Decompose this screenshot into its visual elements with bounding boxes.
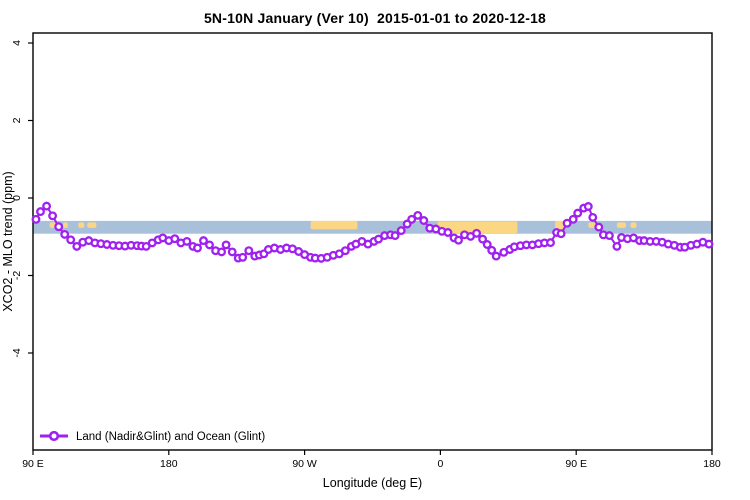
data-point-marker: [182, 236, 192, 246]
x-tick-label: 0: [437, 458, 443, 470]
y-axis-title: XCO2 - MLO trend (ppm): [1, 171, 15, 311]
data-point-marker: [556, 229, 566, 239]
data-point-marker: [238, 252, 248, 262]
data-point-marker: [704, 239, 714, 249]
highlight-patch: [310, 220, 358, 230]
y-tick-label: 2: [11, 117, 23, 123]
highlight-patch: [630, 222, 637, 228]
data-point-marker: [205, 240, 214, 250]
highlight-patch: [616, 222, 626, 228]
data-point-marker: [199, 236, 208, 246]
data-point-marker: [454, 235, 463, 245]
data-series: [31, 201, 714, 263]
x-tick-label: 90 W: [292, 458, 317, 470]
highlight-patches: [49, 220, 637, 234]
legend: Land (Nadir&Glint) and Ocean (Glint): [40, 430, 265, 443]
data-point-marker: [546, 238, 555, 248]
data-point-marker: [374, 234, 383, 244]
data-point-marker: [482, 240, 492, 249]
data-point-marker: [562, 218, 572, 228]
x-axis-ticks: 90 E 180 90 W 0 90 E 180: [22, 450, 721, 470]
data-point-marker: [396, 226, 406, 236]
data-point-marker: [244, 246, 254, 256]
data-point-marker: [217, 247, 227, 257]
data-point-marker: [487, 245, 497, 255]
highlight-patch: [49, 222, 56, 228]
data-point-marker: [604, 231, 614, 241]
data-point-marker: [612, 241, 622, 251]
data-point-marker: [472, 228, 482, 238]
reference-band: [33, 220, 712, 234]
data-point-marker: [413, 210, 423, 220]
highlight-patch: [63, 222, 68, 228]
data-point-marker: [583, 202, 593, 211]
data-point-marker: [31, 214, 41, 224]
data-point-marker: [42, 201, 52, 211]
data-point-marker: [443, 228, 453, 237]
y-tick-label: 4: [11, 40, 23, 46]
data-point-marker: [491, 251, 501, 261]
data-point-marker: [60, 229, 70, 239]
highlight-patch: [555, 220, 565, 230]
data-point-marker: [170, 234, 180, 244]
data-point-marker: [340, 246, 350, 256]
x-tick-label: 90 E: [565, 458, 587, 470]
data-point-marker: [48, 211, 58, 221]
legend-marker-icon: [48, 430, 60, 442]
data-point-marker: [573, 208, 583, 218]
y-axis-ticks: 4 2 0 -2 -4: [11, 40, 33, 358]
y-tick-label: -2: [11, 271, 23, 280]
highlight-patch: [437, 221, 518, 234]
legend-label: Land (Nadir&Glint) and Ocean (Glint): [76, 431, 265, 443]
data-point-marker: [594, 222, 604, 232]
data-point-marker: [227, 247, 237, 257]
x-tick-label: 90 E: [22, 458, 44, 470]
data-point-marker: [54, 222, 64, 232]
data-point-marker: [36, 207, 45, 217]
x-tick-label: 180: [703, 458, 721, 470]
data-point-marker: [419, 216, 429, 225]
data-point-marker: [390, 231, 400, 241]
data-point-marker: [66, 235, 76, 245]
highlight-patch: [588, 222, 596, 228]
highlight-patch: [78, 222, 85, 228]
x-tick-label: 180: [160, 458, 178, 470]
data-point-marker: [588, 212, 598, 222]
data-point-marker: [221, 240, 231, 250]
data-point-marker: [407, 214, 417, 224]
y-tick-label: -4: [11, 348, 23, 357]
data-point-marker: [478, 234, 488, 244]
y-tick-label: 0: [11, 195, 23, 201]
data-point-marker: [568, 214, 578, 224]
highlight-patch: [87, 222, 97, 228]
data-point-marker: [72, 241, 82, 251]
x-axis-title: Longitude (deg E): [323, 476, 422, 490]
chart-title: 5N-10N January (Ver 10) 2015-01-01 to 20…: [203, 10, 547, 26]
data-point-marker: [193, 243, 202, 253]
